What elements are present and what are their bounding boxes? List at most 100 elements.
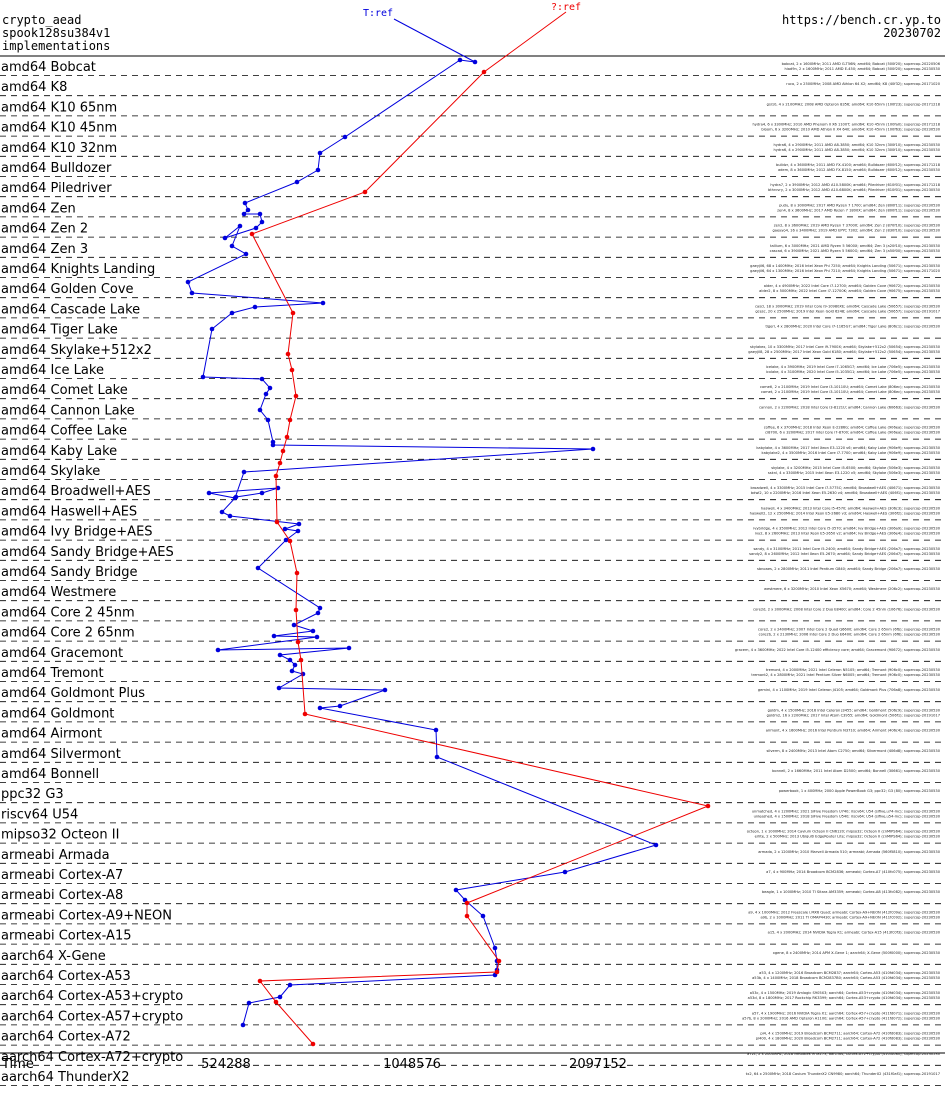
row-label: aarch64 Cortex-A72+crypto <box>1 1050 183 1065</box>
row-label: amd64 Skylake+512x2 <box>1 343 152 358</box>
row-detail: kabylake, 4 x 3600MHz; 2017 Intel Xeon E… <box>756 446 940 450</box>
row-detail: xgene, 8 x 2400MHz; 2014 APM X-Gene 1; a… <box>773 951 941 955</box>
t-ref-data-point <box>342 134 348 140</box>
t-ref-data-point <box>480 913 486 919</box>
t-ref-data-point <box>252 304 258 310</box>
t-ref-data-point <box>219 509 225 515</box>
q-ref-data-point <box>285 351 291 357</box>
t-ref-data-point <box>382 687 388 693</box>
q-ref-data-point <box>294 570 300 576</box>
row-label: amd64 Bulldozer <box>1 161 112 176</box>
row-detail: a53, 4 x 1200MHz; 2016 Broadcom BCM2837;… <box>759 971 941 975</box>
row-detail: gsi10, 4 x 2100MHz; 2008 AMD Opteron 835… <box>767 102 941 106</box>
t-ref-data-point <box>215 647 221 653</box>
row-detail: airmont, 4 x 1600MHz; 2016 Intel Pentium… <box>766 729 941 733</box>
row-label: armeabi Cortex-A8 <box>1 888 123 903</box>
q-ref-label: ?:ref <box>551 2 581 13</box>
t-ref-data-point <box>259 490 265 496</box>
t-ref-data-point <box>300 671 306 677</box>
series-layer: T:ref ?:ref <box>185 2 711 1047</box>
t-ref-data-point <box>337 703 343 709</box>
t-ref-data-point <box>257 211 263 217</box>
row-detail: a9, 4 x 1000MHz; 2012 Freescale i.MX6 Qu… <box>748 910 941 914</box>
row-detail: gaeyjil8, 28 x 2500MHz; 2017 Intel Xeon … <box>748 350 940 354</box>
source-url: https://bench.cr.yp.to <box>782 13 941 27</box>
t-ref-data-point <box>317 705 323 711</box>
row-detail: core2b, 2 x 2130MHz; 2006 Intel Core 2 D… <box>759 633 941 637</box>
row-detail: tallium, 6 x 3000MHz; 2021 AMD Ryzen 5 5… <box>770 244 941 248</box>
t-ref-data-point <box>277 652 283 658</box>
row-label: amd64 Goldmont Plus <box>1 686 145 701</box>
t-ref-data-point <box>346 645 352 651</box>
t-ref-data-point <box>200 374 206 380</box>
row-detail: icelake, 4 x 3900MHz; 2019 Intel Core i7… <box>766 365 941 369</box>
algorithm-name: spook128su384v1 <box>2 26 111 40</box>
t-ref-data-point <box>315 167 321 173</box>
t-ref-data-point <box>246 1000 252 1006</box>
row-detail: bulldzr, 4 x 3600MHz; 2011 AMD FX-4100; … <box>776 163 941 167</box>
row-detail: hydra4, 6 x 3300MHz; 2010 AMD Phenom II … <box>752 123 940 127</box>
q-ref-data-point <box>284 434 290 440</box>
row-detail: a7, 4 x 900MHz; 2014 Broadcom BCM2836; a… <box>766 870 941 874</box>
q-ref-data-point <box>464 900 470 906</box>
t-ref-data-point <box>245 207 251 213</box>
primitive-name: crypto_aead <box>2 13 82 27</box>
q-ref-data-point <box>464 913 470 919</box>
row-label: amd64 Tiger Lake <box>1 323 118 338</box>
row-label: amd64 K10 65nm <box>1 100 117 115</box>
t-ref-data-point <box>255 565 261 571</box>
row-label: amd64 K10 45nm <box>1 121 117 136</box>
row-label: aarch64 Cortex-A53 <box>1 969 131 984</box>
t-ref-data-point <box>317 605 323 611</box>
row-detail: bonnell, 2 x 1660MHz; 2011 Intel Atom D2… <box>772 769 941 773</box>
row-label: amd64 Bonnell <box>1 767 99 782</box>
rows-layer: amd64 Bobcat bobcat, 2 x 1600MHz; 2011 AM… <box>0 60 945 1086</box>
t-ref-data-point <box>259 219 265 225</box>
t-ref-data-point <box>242 200 248 206</box>
row-detail: tremont, 4 x 2000MHz; 2021 Intel Celeron… <box>766 668 941 672</box>
x-axis-title: Time <box>1 1057 34 1072</box>
row-label: amd64 Tremont <box>1 666 104 681</box>
t-ref-data-point <box>294 179 300 185</box>
q-ref-data-point <box>257 978 263 984</box>
row-label: amd64 Skylake <box>1 464 100 479</box>
t-ref-data-point <box>433 727 439 733</box>
q-ref-data-point <box>362 189 368 195</box>
row-label: amd64 Sandy Bridge+AES <box>1 545 174 560</box>
row-label: armeabi Cortex-A9+NEON <box>1 908 172 923</box>
row-detail: westmere, 6 x 3200MHz; 2010 Intel Xeon X… <box>764 587 941 591</box>
row-detail: bthrcvry, 2 x 3000MHz; 2012 AMD A10-6800… <box>768 188 941 192</box>
row-detail: core2d, 2 x 3000MHz; 2008 Intel Core 2 D… <box>753 607 941 611</box>
row-label: amd64 Comet Lake <box>1 383 128 398</box>
row-label: amd64 Silvermont <box>1 747 121 762</box>
t-ref-data-point <box>277 994 283 1000</box>
implementations-label: implementations <box>2 39 111 53</box>
t-ref-label: T:ref <box>363 8 393 19</box>
t-ref-data-point <box>227 513 233 519</box>
t-ref-data-point <box>590 446 596 452</box>
t-ref-data-point <box>237 223 243 229</box>
row-detail: unleashed, 4 x 1500MHz; 2018 SiFive Free… <box>754 814 941 818</box>
x-tick-label: 2097152 <box>569 1057 627 1072</box>
q-ref-data-point <box>249 231 255 237</box>
row-label: amd64 Ice Lake <box>1 363 104 378</box>
row-label: armeabi Cortex-A7 <box>1 868 123 883</box>
row-label: armeabi Cortex-A15 <box>1 929 131 944</box>
t-ref-data-point <box>229 310 235 316</box>
row-detail: alder, 4 x 4900MHz; 2022 Intel Core i7-1… <box>764 284 941 288</box>
t-ref-data-point <box>206 490 212 496</box>
t-ref-data-point <box>310 628 316 634</box>
row-detail: a15, 4 x 2000MHz; 2014 NVIDIA Tegra K1; … <box>768 931 941 935</box>
row-label: amd64 Golden Cove <box>1 282 134 297</box>
row-detail: alder2, 8 x 5000MHz; 2022 Intel Core i7-… <box>759 289 941 293</box>
t-ref-data-point <box>315 610 321 616</box>
q-ref-data-point <box>496 958 502 964</box>
row-label: amd64 Bobcat <box>1 60 96 75</box>
row-detail: sandy2, 8 x 2600MHz; 2012 Intel Xeon E5-… <box>749 552 941 556</box>
row-detail: gaeyjil6, 68 x 1400MHz; 2016 Intel Xeon … <box>750 264 941 268</box>
row-detail: cometl, 2 x 2100MHz; 2019 Intel Core i3-… <box>760 385 941 389</box>
row-label: amd64 Gracemont <box>1 646 123 661</box>
t-ref-data-point <box>287 657 293 663</box>
t-ref-data-point <box>241 211 247 217</box>
row-detail: ruco, 2 x 2500MHz; 2008 AMD Athlon 64 X2… <box>786 82 940 86</box>
